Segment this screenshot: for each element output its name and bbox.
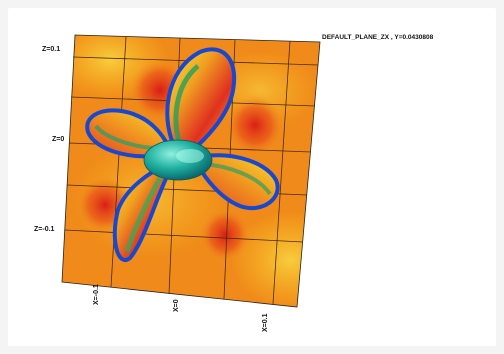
blade-left [85, 108, 173, 159]
plane-label: DEFAULT_PLANE_ZX , Y=0.0430808 [322, 34, 434, 41]
x-tick-0.1: X=0.1 [262, 313, 269, 333]
blade-right [193, 153, 280, 211]
blade-upper [165, 47, 237, 155]
propeller [85, 47, 280, 262]
z-tick-0: Z=0 [52, 136, 65, 143]
x-tick-neg-0.1: X=-0.1 [93, 284, 100, 305]
z-tick-neg-0.1: Z=-0.1 [34, 226, 55, 233]
x-tick-0: X=0 [173, 299, 180, 312]
z-tick-0.1: Z=0.1 [42, 46, 61, 53]
hub [143, 139, 213, 181]
